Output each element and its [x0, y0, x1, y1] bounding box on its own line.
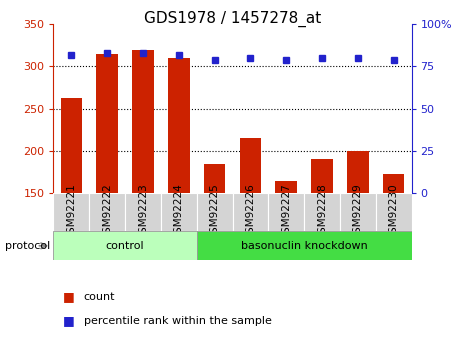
- Bar: [311, 159, 333, 193]
- Bar: [96, 54, 118, 193]
- Text: GSM92230: GSM92230: [389, 183, 399, 240]
- Text: GSM92224: GSM92224: [174, 183, 184, 240]
- Bar: [53, 193, 89, 231]
- Bar: [161, 193, 197, 231]
- Bar: [232, 193, 268, 231]
- Bar: [304, 193, 340, 231]
- Bar: [89, 193, 125, 231]
- Bar: [197, 193, 232, 231]
- Bar: [53, 231, 197, 260]
- Text: GSM92228: GSM92228: [317, 183, 327, 240]
- Text: count: count: [84, 292, 115, 302]
- Text: GSM92225: GSM92225: [210, 183, 219, 240]
- Bar: [268, 193, 304, 231]
- Text: percentile rank within the sample: percentile rank within the sample: [84, 316, 272, 326]
- Text: ■: ■: [63, 290, 74, 303]
- Bar: [132, 50, 154, 193]
- Text: control: control: [106, 241, 145, 251]
- Text: GDS1978 / 1457278_at: GDS1978 / 1457278_at: [144, 10, 321, 27]
- Bar: [340, 193, 376, 231]
- Bar: [275, 180, 297, 193]
- Text: GSM92223: GSM92223: [138, 183, 148, 240]
- Bar: [60, 98, 82, 193]
- Bar: [197, 231, 412, 260]
- Bar: [239, 138, 261, 193]
- Text: ■: ■: [63, 314, 74, 327]
- Text: protocol: protocol: [5, 241, 50, 251]
- Text: GSM92226: GSM92226: [246, 183, 255, 240]
- Bar: [383, 174, 405, 193]
- Bar: [168, 58, 190, 193]
- Text: GSM92222: GSM92222: [102, 183, 112, 240]
- Bar: [204, 164, 226, 193]
- Text: GSM92229: GSM92229: [353, 183, 363, 240]
- Bar: [376, 193, 412, 231]
- Text: GSM92227: GSM92227: [281, 183, 291, 240]
- Bar: [347, 151, 369, 193]
- Text: basonuclin knockdown: basonuclin knockdown: [241, 241, 367, 251]
- Bar: [125, 193, 161, 231]
- Text: GSM92221: GSM92221: [66, 183, 76, 240]
